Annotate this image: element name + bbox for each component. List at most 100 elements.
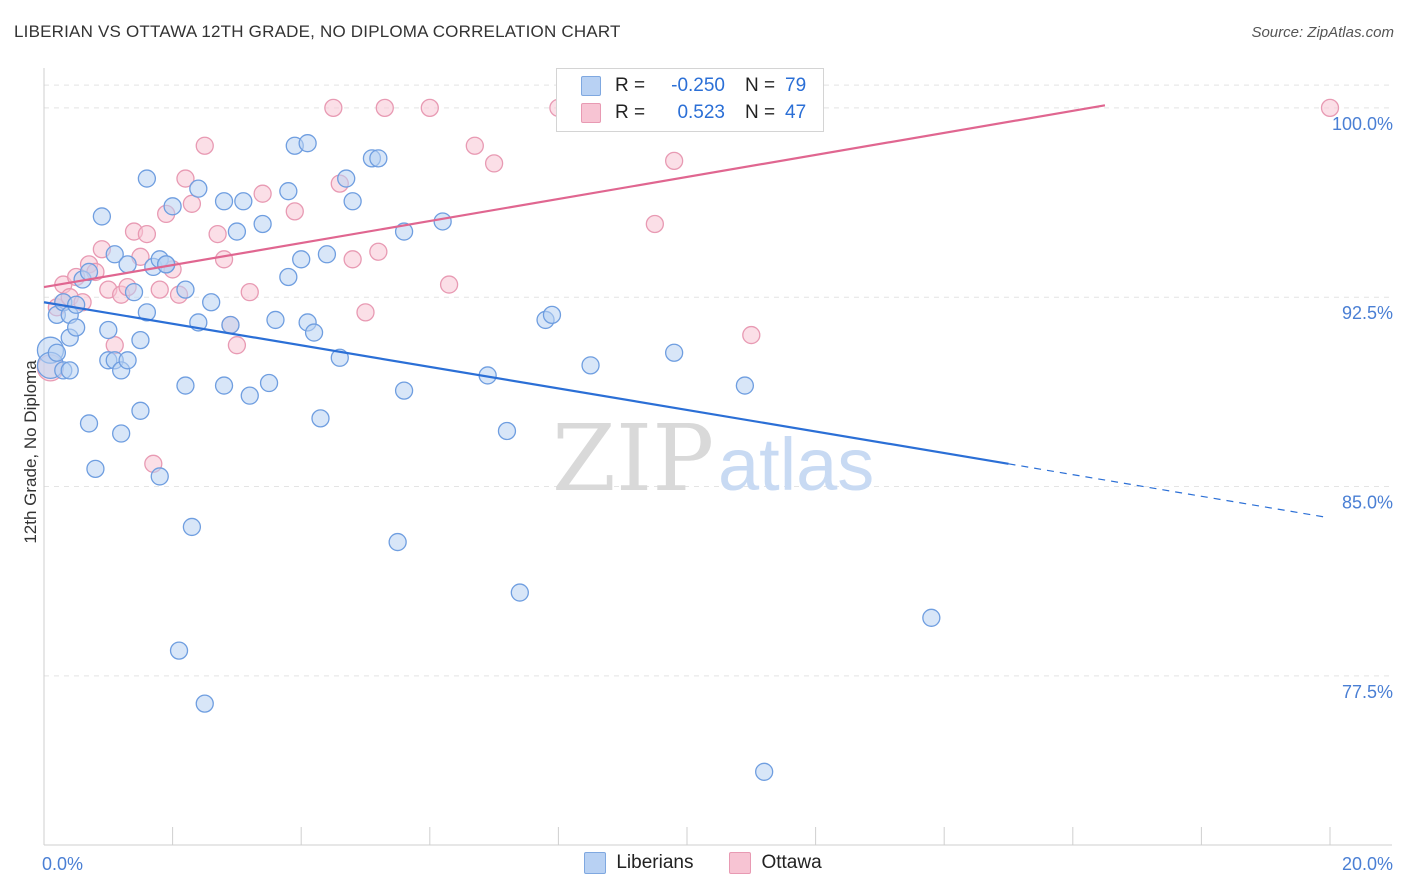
legend-n-label: N = <box>745 102 776 123</box>
ottawa-point <box>324 98 343 118</box>
trend-lines <box>43 104 1324 518</box>
watermark: ZIP atlas <box>552 405 874 512</box>
liberians-points <box>36 134 941 781</box>
ottawa-legend-label: Ottawa <box>761 852 822 873</box>
ottawa-point <box>375 98 394 118</box>
liberians-point <box>189 179 208 198</box>
liberians-point <box>60 361 79 380</box>
liberians-point <box>304 323 324 342</box>
y-axis-label: 12th Grade, No Diploma <box>21 360 40 544</box>
legend-r-label: R = <box>615 75 646 96</box>
liberians-point <box>124 282 144 302</box>
source-label: Source: ZipAtlas.com <box>1251 24 1394 41</box>
legend-item-ottawa[interactable]: Ottawa <box>729 852 822 874</box>
ottawa-point <box>240 282 259 302</box>
gridlines <box>44 84 1392 677</box>
liberians-point <box>182 517 202 537</box>
ottawa-swatch <box>581 103 601 123</box>
correlation-legend: R = -0.250 N = 79 R = 0.523 N = 47 <box>556 68 824 132</box>
y-tick-label: 100.0% <box>1332 114 1393 134</box>
liberians-legend-swatch <box>584 852 607 874</box>
tick-labels: 77.5% 85.0% 92.5% 100.0% 0.0% 20.0% <box>42 114 1393 874</box>
liberians-point <box>388 532 407 552</box>
watermark-atlas: atlas <box>718 423 874 506</box>
liberians-point <box>118 255 137 274</box>
liberians-trend-extension <box>1008 463 1324 518</box>
ottawa-trend-line <box>43 104 1106 289</box>
ottawa-point <box>343 250 362 269</box>
legend-item-liberians[interactable]: Liberians <box>584 852 693 874</box>
legend-row-liberians: R = -0.250 N = 79 <box>581 73 806 99</box>
liberians-trend-line <box>43 301 1009 465</box>
ottawa-point <box>214 250 234 269</box>
liberians-point <box>202 293 221 312</box>
ottawa-point <box>645 214 664 234</box>
ottawa-point <box>227 336 247 355</box>
liberians-point <box>369 149 388 168</box>
liberians-point <box>234 192 253 211</box>
ottawa-point <box>1320 98 1340 118</box>
liberians-swatch <box>581 76 601 96</box>
liberians-point <box>214 192 234 211</box>
liberians-point <box>664 343 684 362</box>
liberians-point <box>433 212 452 231</box>
liberians-point <box>394 222 414 241</box>
liberians-point <box>581 356 600 375</box>
liberians-point <box>86 459 105 479</box>
liberians-point <box>79 414 99 433</box>
y-tick-label: 85.0% <box>1342 493 1393 513</box>
liberians-point <box>176 376 195 395</box>
series-legend: Liberians Ottawa <box>0 852 1406 874</box>
liberians-point <box>253 214 272 234</box>
ottawa-point <box>356 303 375 322</box>
liberians-point <box>67 318 86 337</box>
liberians-point <box>240 386 259 405</box>
legend-n-label: N = <box>745 75 776 96</box>
liberians-point <box>112 424 131 443</box>
liberians-point <box>47 343 67 362</box>
liberians-point <box>755 762 774 781</box>
chart-title: LIBERIAN VS OTTAWA 12TH GRADE, NO DIPLOM… <box>14 22 621 41</box>
liberians-point <box>394 381 414 400</box>
liberians-point <box>227 222 247 241</box>
legend-row-ottawa: R = 0.523 N = 47 <box>581 100 806 126</box>
liberians-point <box>131 401 150 420</box>
ottawa-point <box>664 151 684 171</box>
ottawa-point <box>465 136 484 155</box>
watermark-zip: ZIP <box>552 405 714 512</box>
liberians-point <box>169 641 189 660</box>
liberians-point <box>137 169 157 188</box>
ottawa-point <box>420 98 439 118</box>
liberians-point <box>337 169 356 188</box>
liberians-point <box>292 250 311 269</box>
liberians-point <box>118 351 137 370</box>
liberians-point <box>279 182 298 201</box>
liberians-point <box>343 192 362 211</box>
ottawa-point <box>176 169 195 188</box>
liberians-point <box>510 583 529 602</box>
liberians-point <box>317 245 337 264</box>
liberians-point <box>92 207 112 226</box>
liberians-r-value: -0.250 <box>671 75 725 96</box>
liberians-point <box>67 295 86 314</box>
ottawa-point <box>369 242 388 261</box>
liberians-point <box>311 409 330 428</box>
ottawa-r-value: 0.523 <box>677 102 725 123</box>
liberians-point <box>176 280 195 299</box>
liberians-point <box>214 376 234 395</box>
ottawa-legend-swatch <box>729 852 752 874</box>
ottawa-point <box>742 325 761 345</box>
ottawa-point <box>105 336 124 355</box>
liberians-legend-label: Liberians <box>616 852 694 873</box>
liberians-n-value: 79 <box>785 75 807 96</box>
liberians-point <box>735 376 755 395</box>
liberians-point <box>279 267 298 287</box>
liberians-point <box>542 305 562 325</box>
liberians-point <box>99 320 118 340</box>
liberians-point <box>298 134 317 153</box>
liberians-point <box>497 421 517 441</box>
ottawa-point <box>253 184 272 203</box>
x-tick-label: 0.0% <box>42 854 83 874</box>
liberians-point <box>195 694 214 713</box>
